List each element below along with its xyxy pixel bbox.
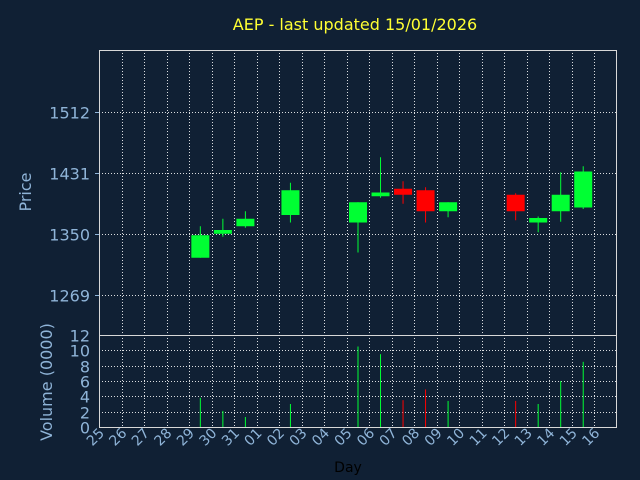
candle-body [213, 230, 232, 234]
day-tick-label: 14 [534, 425, 558, 449]
day-tick-label: 04 [309, 425, 333, 449]
day-tick-label: 13 [512, 426, 536, 450]
volume-tick-label: 12 [70, 327, 90, 346]
day-tick-label: 26 [106, 425, 130, 449]
day-tick-label: 07 [377, 426, 401, 450]
price-tick-label: 1269 [49, 287, 90, 306]
volume-tick-label: 6 [80, 373, 90, 392]
day-tick-label: 16 [579, 425, 603, 449]
candle-body [191, 235, 210, 258]
price-tick-label: 1350 [49, 226, 90, 245]
day-axis-label: Day [334, 460, 362, 476]
candle-body [394, 188, 413, 195]
day-tick-label: 29 [174, 426, 198, 450]
day-tick-label: 03 [287, 426, 311, 450]
day-tick-label: 15 [557, 426, 581, 450]
day-tick-label: 11 [467, 426, 491, 450]
day-tick-label: 27 [129, 426, 153, 450]
candle-body [551, 194, 570, 212]
price-tick-label: 1512 [49, 104, 90, 123]
day-tick-labels: 2526272829303101020304050607080910111213… [84, 425, 603, 449]
candle-body [281, 190, 300, 215]
candle-body [574, 171, 593, 208]
day-tick-label: 31 [219, 426, 243, 450]
volume-tick-label: 0 [80, 419, 90, 438]
candle-body [416, 190, 435, 212]
candle-body [529, 218, 548, 223]
candle-body [439, 202, 458, 212]
price-panel: 1269 1350 1431 1512 [49, 50, 617, 336]
day-tick-label: 08 [399, 426, 423, 450]
price-tick-label: 1431 [49, 165, 90, 184]
candle-body [349, 202, 367, 223]
candle-body [236, 218, 255, 227]
volume-plot-frame [99, 335, 617, 428]
volume-axis-label: Volume (0000) [37, 323, 56, 441]
candle-body [506, 194, 525, 212]
day-tick-label: 30 [197, 426, 221, 450]
chart-title: AEP - last updated 15/01/2026 [233, 15, 477, 34]
price-plot-frame [99, 50, 617, 336]
day-tick-label: 01 [242, 426, 266, 450]
price-axis-label: Price [16, 172, 35, 211]
volume-tick-label: 10 [70, 342, 90, 361]
day-tick-label: 12 [489, 426, 513, 450]
day-tick-label: 02 [264, 426, 288, 450]
day-tick-label: 10 [444, 426, 468, 450]
volume-tick-label: 8 [80, 358, 90, 377]
day-tick-label: 05 [332, 426, 356, 450]
volume-tick-label: 2 [80, 404, 90, 423]
day-tick-label: 06 [354, 425, 378, 449]
candle-body [371, 192, 390, 197]
volume-tick-label: 4 [80, 388, 90, 407]
day-tick-label: 28 [151, 426, 175, 450]
day-tick-label: 09 [422, 426, 446, 450]
